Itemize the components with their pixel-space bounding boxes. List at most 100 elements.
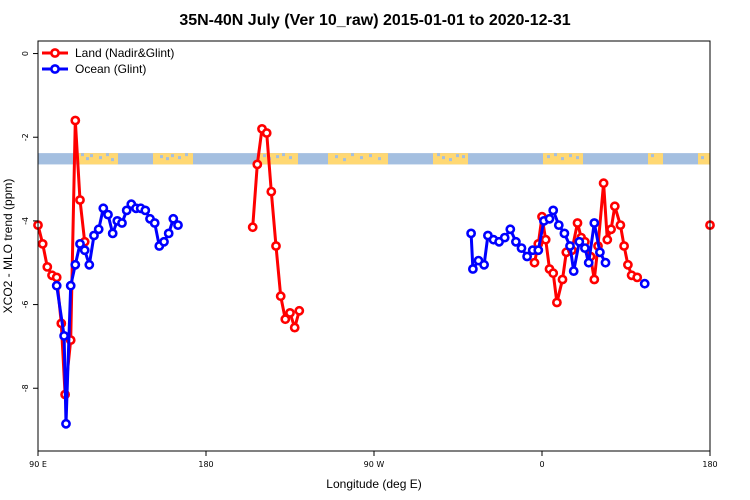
land-data-point <box>572 218 583 228</box>
land-data-point <box>271 241 281 251</box>
land-data-point <box>70 115 81 126</box>
land-data-point <box>548 268 559 279</box>
x-tick-label: 180 <box>198 460 213 469</box>
y-tick-label: -8 <box>21 384 30 392</box>
coverage-band-speck <box>576 156 579 160</box>
coverage-band-speck <box>160 155 163 159</box>
coverage-band-speck <box>86 157 89 161</box>
land-data-point <box>75 195 85 205</box>
ocean-data-point <box>163 228 174 239</box>
land-data-point <box>619 241 629 251</box>
land-data-point <box>557 274 568 285</box>
land-data-point <box>285 307 295 318</box>
ocean-data-point <box>467 264 478 274</box>
land-data-point <box>42 261 53 272</box>
ocean-data-point <box>553 220 564 230</box>
coverage-band-highlight <box>328 153 388 165</box>
land-data-point <box>540 234 551 245</box>
land-data-point <box>266 186 277 197</box>
ocean-data-point <box>559 228 570 239</box>
legend-marker <box>50 64 60 74</box>
coverage-band-speck <box>456 154 459 158</box>
ocean-data-point <box>639 278 650 289</box>
coverage-band-speck <box>449 158 452 162</box>
land-data-point <box>609 201 620 212</box>
y-axis-label: XCO2 - MLO trend (ppm) <box>1 179 15 314</box>
land-data-point <box>632 272 643 283</box>
coverage-band-speck <box>569 154 572 158</box>
ocean-data-point <box>84 259 95 270</box>
land-data-point <box>37 238 48 249</box>
coverage-band-speck <box>90 154 93 158</box>
ocean-data-point <box>159 236 169 247</box>
land-data-point <box>602 234 613 245</box>
ocean-data-point <box>70 259 81 270</box>
ocean-data-point <box>89 230 99 241</box>
x-tick-label: 180 <box>702 460 717 469</box>
coverage-band-speck <box>701 156 704 160</box>
ocean-data-point <box>140 205 151 216</box>
y-tick-label: -6 <box>21 301 30 309</box>
ocean-data-point <box>173 220 183 230</box>
ocean-data-point <box>61 418 71 429</box>
ocean-data-point <box>121 205 132 216</box>
coverage-band-speck <box>166 157 169 161</box>
coverage-band-speck <box>171 154 174 158</box>
x-axis-label: Longitude (deg E) <box>326 477 421 491</box>
legend: Land (Nadir&Glint) Ocean (Glint) <box>42 46 174 76</box>
chart-title: 35N-40N July (Ver 10_raw) 2015-01-01 to … <box>179 12 570 29</box>
land-data-point <box>51 272 62 283</box>
land-data-point <box>552 297 562 308</box>
land-data-point <box>615 220 626 230</box>
coverage-band <box>38 153 710 165</box>
coverage-band-speck <box>437 153 440 157</box>
coverage-band-speck <box>289 156 292 160</box>
legend-label: Ocean (Glint) <box>75 62 146 76</box>
coverage-band-speck <box>360 156 363 160</box>
ocean-data-point <box>600 257 611 268</box>
ocean-data-point <box>583 257 594 268</box>
land-data-point <box>606 224 616 235</box>
y-axis: 0 -2 -4 -6 -8 <box>21 51 38 392</box>
ocean-data-point <box>548 205 559 216</box>
ocean-data-point <box>98 203 109 214</box>
ocean-data-point <box>79 245 90 256</box>
coverage-band-speck <box>81 153 84 157</box>
ocean-data-point <box>93 224 104 235</box>
coverage-band-speck <box>106 153 109 157</box>
ocean-data-point <box>580 243 590 253</box>
ocean-data-point <box>511 236 521 247</box>
ocean-data-point <box>544 213 555 224</box>
coverage-band-highlight <box>78 153 118 165</box>
ocean-data-point <box>149 218 160 228</box>
coverage-band-speck <box>99 156 102 160</box>
land-data-point <box>598 178 609 189</box>
ocean-data-point <box>574 236 585 247</box>
land-data-point <box>294 305 305 316</box>
series-layer <box>33 115 715 429</box>
ocean-data-point <box>59 330 69 341</box>
coverage-band-speck <box>263 154 266 158</box>
land-data-point <box>529 257 540 268</box>
coverage-band-speck <box>442 156 445 160</box>
coverage-band-speck <box>282 153 285 157</box>
land-data-point <box>252 159 263 170</box>
coverage-band-highlight <box>648 153 663 165</box>
ocean-data-point <box>533 245 544 256</box>
land-data-point <box>261 128 272 138</box>
land-data-point <box>280 314 291 325</box>
coverage-band-speck <box>335 155 338 159</box>
land-data-point <box>275 291 286 302</box>
ocean-data-point <box>75 238 85 249</box>
coverage-band-speck <box>343 158 346 162</box>
coverage-band-speck <box>351 153 354 157</box>
ocean-data-point <box>466 228 476 239</box>
ocean-data-point <box>568 266 579 276</box>
coverage-band-speck <box>378 157 381 161</box>
land-data-point <box>289 322 300 333</box>
x-tick-label: 0 <box>539 460 544 469</box>
ocean-data-point <box>589 218 600 228</box>
x-tick-label: 90 W <box>364 460 385 469</box>
ocean-data-point <box>595 247 605 258</box>
